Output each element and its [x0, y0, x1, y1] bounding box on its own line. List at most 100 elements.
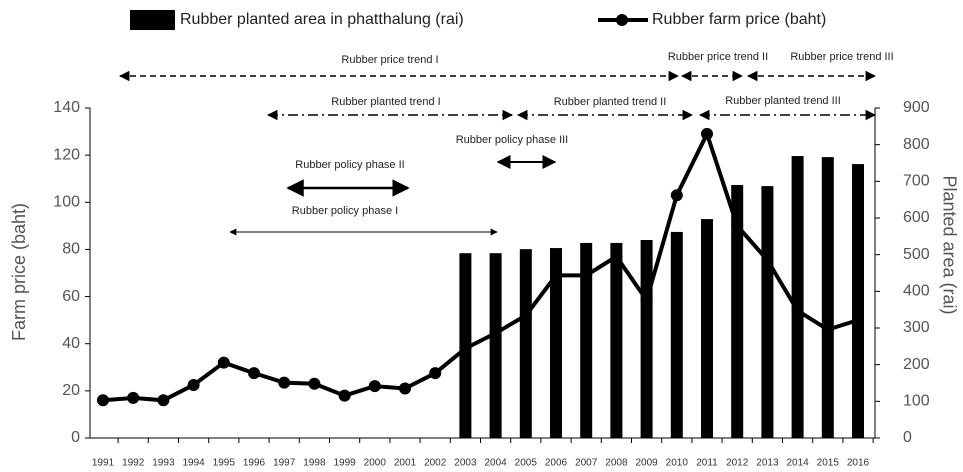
bar [550, 248, 562, 438]
point [338, 389, 351, 402]
point [217, 356, 230, 369]
point [791, 304, 804, 317]
point [459, 342, 472, 355]
point [610, 250, 623, 263]
point [368, 380, 381, 393]
point [97, 394, 109, 407]
x-tick-label: 1998 [303, 458, 326, 469]
point [640, 294, 653, 307]
legend-swatch-dot [616, 14, 628, 26]
annotation: Rubber price trend II [668, 51, 768, 63]
point [761, 254, 774, 267]
bar [761, 186, 774, 438]
point [399, 382, 411, 395]
y2-tick-label: 200 [903, 356, 930, 373]
y-tick-label: 120 [53, 146, 80, 163]
x-tick-label: 1993 [152, 458, 175, 469]
point [127, 391, 140, 404]
bar [489, 253, 502, 438]
point [670, 189, 683, 202]
x-tick-label: 1991 [92, 458, 115, 469]
x-tick-label: 2013 [756, 458, 779, 469]
annotation: Rubber policy phase II [295, 159, 404, 171]
x-tick-label: 2015 [817, 458, 840, 469]
annotation: Rubber planted trend II [554, 96, 667, 108]
x-tick-label: 2011 [696, 458, 718, 469]
line [102, 128, 859, 403]
y2-tick-label: 500 [903, 246, 930, 263]
x-tick-label: 2016 [847, 458, 870, 469]
y-tick-label: 60 [62, 288, 80, 305]
x-tick-label: 2007 [575, 458, 598, 469]
bar [852, 164, 864, 438]
y-tick-label: 100 [53, 194, 80, 211]
x-tick-label: 2005 [515, 458, 538, 469]
x-tick-label: 1996 [243, 458, 266, 469]
point [821, 323, 834, 336]
x-tick-label: 2002 [424, 458, 447, 469]
x-tick-label: 2008 [605, 458, 628, 469]
point [248, 367, 260, 380]
x-tick-label: 2001 [394, 458, 417, 469]
point [489, 327, 502, 340]
bar [701, 219, 713, 438]
y-tick-label: 40 [62, 335, 80, 352]
point [701, 127, 713, 140]
y-tick-label: 20 [62, 382, 80, 399]
annotation: Rubber policy phase III [456, 134, 569, 146]
bar [791, 156, 804, 439]
point [852, 314, 864, 327]
bar [731, 185, 744, 438]
x-tick-label: 2006 [545, 458, 568, 469]
annotation: Rubber policy phase I [292, 205, 398, 217]
x-tick-label: 2014 [786, 458, 809, 469]
x-tick-label: 1995 [213, 458, 236, 469]
y2-tick-label: 700 [903, 173, 930, 190]
y2-tick-label: 600 [903, 209, 930, 226]
x-tick-label: 2012 [726, 458, 749, 469]
x-tick-label: 2003 [454, 458, 477, 469]
point [731, 219, 744, 232]
point [429, 367, 442, 380]
y-axis-title: Farm price (baht) [9, 203, 29, 341]
point [519, 309, 532, 322]
point [187, 378, 200, 391]
x-tick-label: 2000 [364, 458, 387, 469]
x-tick-label: 1992 [122, 458, 145, 469]
y-tick-label: 0 [71, 429, 80, 446]
legend-label: Rubber planted area in phatthalung (rai) [180, 11, 464, 28]
bar [519, 249, 532, 438]
legend-swatch-bar [130, 10, 175, 30]
y2-tick-label: 800 [903, 136, 930, 153]
y2-tick-label: 0 [903, 429, 912, 446]
x-tick-label: 2004 [484, 458, 507, 469]
point [278, 376, 291, 389]
point [157, 394, 170, 407]
x-tick-label: 1999 [333, 458, 356, 469]
bar [821, 157, 834, 438]
bar [670, 231, 683, 438]
annotation: Rubber planted trend I [331, 96, 440, 108]
x-tick-label: 1997 [273, 458, 296, 469]
y2-tick-label: 400 [903, 283, 930, 300]
annotation: Rubber price trend III [790, 51, 893, 63]
y2-axis-title: Planted area (rai) [939, 175, 959, 314]
legend-label: Rubber farm price (baht) [652, 11, 826, 28]
bar [580, 242, 593, 438]
point [308, 377, 321, 390]
point [550, 269, 562, 282]
annotation: Rubber price trend I [341, 54, 438, 66]
point [580, 269, 593, 282]
y2-tick-label: 100 [903, 393, 930, 410]
y-tick-label: 80 [62, 241, 80, 258]
x-tick-label: 2010 [666, 458, 689, 469]
y-tick-label: 140 [53, 99, 80, 116]
x-tick-label: 1994 [182, 458, 205, 469]
bar [610, 242, 623, 438]
y2-tick-label: 900 [903, 99, 930, 116]
x-tick-label: 2009 [635, 458, 658, 469]
annotation: Rubber planted trend III [725, 95, 841, 107]
y2-tick-label: 300 [903, 319, 930, 336]
bar [640, 240, 653, 438]
